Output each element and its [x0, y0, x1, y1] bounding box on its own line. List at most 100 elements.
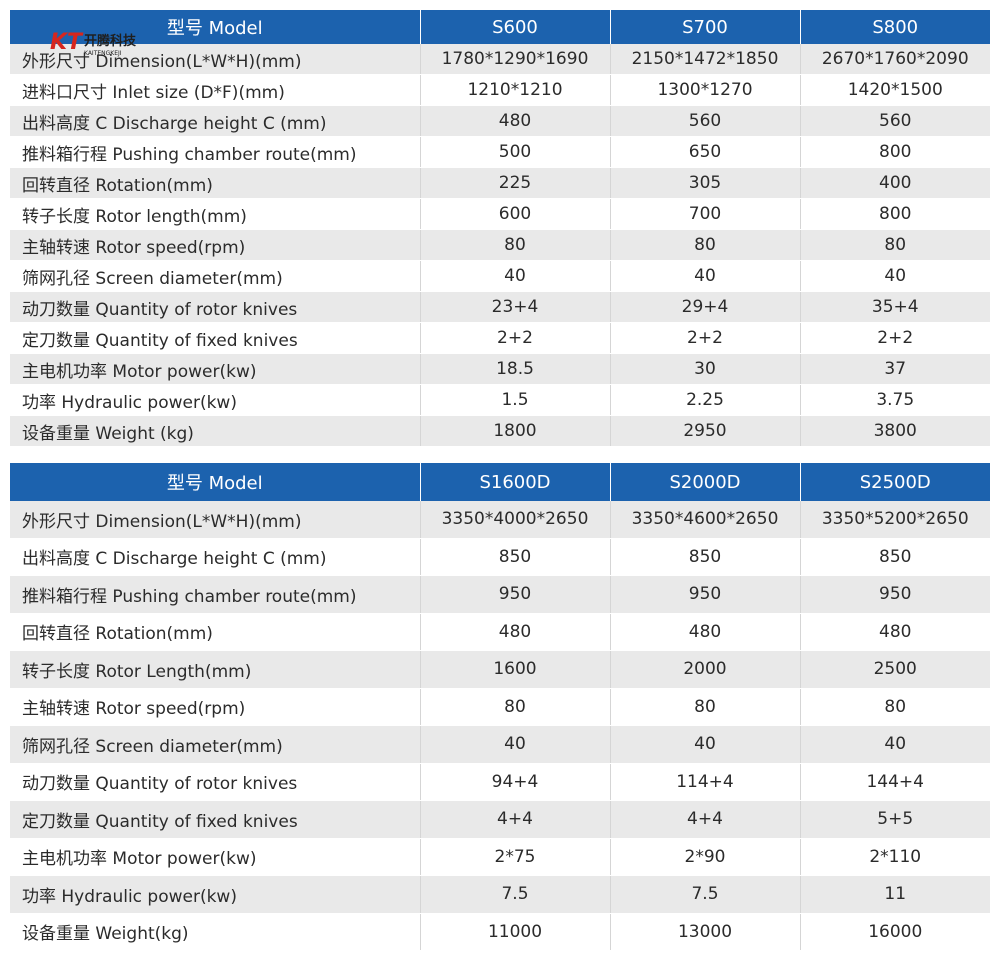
table-row: 回转直径 Rotation(mm) 225 305 400 — [10, 167, 990, 199]
cell-value: 2*110 — [800, 838, 990, 876]
table-row: 进料口尺寸 Inlet size (D*F)(mm) 1210*1210 130… — [10, 74, 990, 106]
cell-value: 2950 — [610, 415, 801, 447]
table-row: 主电机功率 Motor power(kw) 18.5 30 37 — [10, 353, 990, 385]
cell-value: 3350*4000*2650 — [420, 501, 611, 539]
header-s700: S700 — [610, 10, 801, 44]
cell-value: 80 — [420, 229, 611, 261]
cell-value: 480 — [610, 613, 801, 651]
table-row: 主电机功率 Motor power(kw) 2*75 2*90 2*110 — [10, 838, 990, 876]
cell-value: 2.25 — [610, 384, 801, 416]
row-label: 功率 Hydraulic power(kw) — [10, 384, 421, 416]
table-row: 外形尺寸 Dimension(L*W*H)(mm) 1780*1290*1690… — [10, 44, 990, 75]
row-label: 推料箱行程 Pushing chamber route(mm) — [10, 136, 421, 168]
table-row: 出料高度 C Discharge height C (mm) 850 850 8… — [10, 538, 990, 576]
cell-value: 1420*1500 — [800, 74, 990, 106]
row-label: 出料高度 C Discharge height C (mm) — [10, 538, 421, 576]
cell-value: 4+4 — [610, 800, 801, 839]
cell-value: 560 — [610, 105, 801, 137]
spec-table-s600-s800: 型号 Model S600 S700 S800 外形尺寸 Dimension(L… — [10, 10, 990, 447]
cell-value: 80 — [610, 688, 801, 726]
cell-value: 80 — [420, 688, 611, 726]
cell-value: 2+2 — [610, 322, 801, 354]
cell-value: 1210*1210 — [420, 74, 611, 106]
company-logo: KT 开腾科技 KAITENGKEJI — [50, 30, 137, 57]
svg-text:KT: KT — [50, 30, 84, 55]
cell-value: 800 — [800, 136, 990, 168]
row-label: 回转直径 Rotation(mm) — [10, 613, 421, 651]
cell-value: 7.5 — [610, 875, 801, 914]
cell-value: 80 — [610, 229, 801, 261]
cell-value: 7.5 — [420, 875, 611, 914]
cell-value: 480 — [800, 613, 990, 651]
row-label: 出料高度 C Discharge height C (mm) — [10, 105, 421, 137]
table-row: 外形尺寸 Dimension(L*W*H)(mm) 3350*4000*2650… — [10, 501, 990, 539]
cell-value: 2150*1472*1850 — [610, 44, 801, 75]
cell-value: 35+4 — [800, 291, 990, 323]
row-label: 动刀数量 Quantity of rotor knives — [10, 291, 421, 323]
cell-value: 3.75 — [800, 384, 990, 416]
table-row: 出料高度 C Discharge height C (mm) 480 560 5… — [10, 105, 990, 137]
row-label: 主轴转速 Rotor speed(rpm) — [10, 229, 421, 261]
cell-value: 1600 — [420, 650, 611, 689]
header-s600: S600 — [420, 10, 611, 44]
cell-value: 18.5 — [420, 353, 611, 385]
cell-value: 4+4 — [420, 800, 611, 839]
cell-value: 80 — [800, 688, 990, 726]
table-row: 功率 Hydraulic power(kw) 1.5 2.25 3.75 — [10, 384, 990, 416]
svg-text:开腾科技: 开腾科技 — [84, 33, 137, 49]
row-label: 筛网孔径 Screen diameter(mm) — [10, 260, 421, 292]
cell-value: 500 — [420, 136, 611, 168]
cell-value: 5+5 — [800, 800, 990, 839]
cell-value: 560 — [800, 105, 990, 137]
cell-value: 850 — [800, 538, 990, 576]
cell-value: 700 — [610, 198, 801, 230]
cell-value: 2+2 — [800, 322, 990, 354]
table-header-row: 型号 Model S1600D S2000D S2500D — [10, 463, 990, 501]
row-label: 功率 Hydraulic power(kw) — [10, 875, 421, 914]
row-label: 主电机功率 Motor power(kw) — [10, 353, 421, 385]
table-row: 主轴转速 Rotor speed(rpm) 80 80 80 — [10, 688, 990, 726]
cell-value: 29+4 — [610, 291, 801, 323]
row-label: 筛网孔径 Screen diameter(mm) — [10, 725, 421, 764]
row-label: 设备重量 Weight(kg) — [10, 913, 421, 951]
cell-value: 40 — [800, 725, 990, 764]
row-label: 转子长度 Rotor length(mm) — [10, 198, 421, 230]
table-row: 推料箱行程 Pushing chamber route(mm) 950 950 … — [10, 575, 990, 614]
header-s800: S800 — [800, 10, 990, 44]
cell-value: 40 — [610, 260, 801, 292]
header-s1600d: S1600D — [420, 463, 611, 501]
table-row: 转子长度 Rotor Length(mm) 1600 2000 2500 — [10, 650, 990, 689]
cell-value: 850 — [420, 538, 611, 576]
cell-value: 1300*1270 — [610, 74, 801, 106]
cell-value: 3350*5200*2650 — [800, 501, 990, 539]
svg-text:KAITENGKEJI: KAITENGKEJI — [84, 50, 122, 57]
table-row: 推料箱行程 Pushing chamber route(mm) 500 650 … — [10, 136, 990, 168]
cell-value: 950 — [610, 575, 801, 614]
cell-value: 850 — [610, 538, 801, 576]
header-model: 型号 Model — [10, 463, 421, 501]
cell-value: 2*90 — [610, 838, 801, 876]
row-label: 转子长度 Rotor Length(mm) — [10, 650, 421, 689]
table-row: 定刀数量 Quantity of fixed knives 4+4 4+4 5+… — [10, 800, 990, 839]
cell-value: 480 — [420, 105, 611, 137]
row-label: 动刀数量 Quantity of rotor knives — [10, 763, 421, 801]
cell-value: 11000 — [420, 913, 611, 951]
row-label: 主轴转速 Rotor speed(rpm) — [10, 688, 421, 726]
cell-value: 11 — [800, 875, 990, 914]
header-s2500d: S2500D — [800, 463, 990, 501]
cell-value: 305 — [610, 167, 801, 199]
cell-value: 2+2 — [420, 322, 611, 354]
cell-value: 114+4 — [610, 763, 801, 801]
table-row: 回转直径 Rotation(mm) 480 480 480 — [10, 613, 990, 651]
row-label: 外形尺寸 Dimension(L*W*H)(mm) — [10, 44, 421, 75]
cell-value: 1800 — [420, 415, 611, 447]
cell-value: 1780*1290*1690 — [420, 44, 611, 75]
row-label: 外形尺寸 Dimension(L*W*H)(mm) — [10, 501, 421, 539]
spec-table-s1600d-s2500d: 型号 Model S1600D S2000D S2500D 外形尺寸 Dimen… — [10, 463, 990, 951]
cell-value: 3800 — [800, 415, 990, 447]
row-label: 定刀数量 Quantity of fixed knives — [10, 322, 421, 354]
row-label: 回转直径 Rotation(mm) — [10, 167, 421, 199]
row-label: 推料箱行程 Pushing chamber route(mm) — [10, 575, 421, 614]
cell-value: 2500 — [800, 650, 990, 689]
cell-value: 37 — [800, 353, 990, 385]
